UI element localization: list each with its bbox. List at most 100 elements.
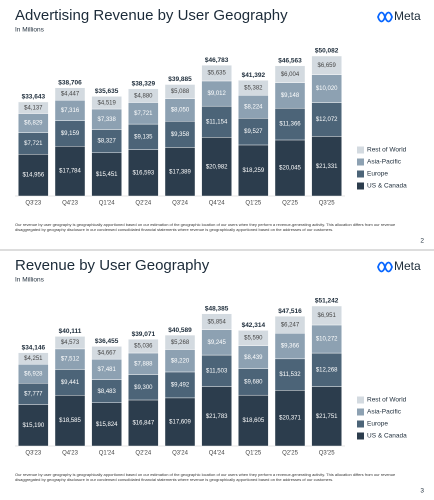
bar-segment bbox=[18, 101, 49, 114]
slide-subtitle: In Millions bbox=[15, 277, 45, 284]
value-label: $15,451 bbox=[96, 172, 118, 178]
bar-segment bbox=[128, 88, 159, 103]
value-label: $7,721 bbox=[134, 111, 153, 117]
value-label: $7,481 bbox=[97, 367, 116, 373]
bar-segment bbox=[91, 152, 122, 197]
legend-swatch bbox=[357, 170, 364, 178]
bar-segment bbox=[238, 394, 269, 447]
bar-segment bbox=[18, 153, 49, 197]
value-label: $10,272 bbox=[316, 337, 338, 343]
bar-segment bbox=[18, 352, 49, 365]
x-tick-label: Q2'25 bbox=[282, 201, 298, 207]
value-label: $6,004 bbox=[281, 72, 300, 78]
value-label: $5,088 bbox=[171, 89, 190, 95]
value-label: $16,847 bbox=[132, 421, 154, 427]
bar-segment bbox=[164, 84, 196, 99]
bar-segment bbox=[274, 315, 306, 334]
value-label: $5,268 bbox=[171, 340, 190, 346]
bar-segment bbox=[274, 139, 306, 197]
bar-segment bbox=[128, 374, 159, 401]
value-label: $14,956 bbox=[22, 173, 44, 179]
total-label: $46,783 bbox=[205, 57, 229, 64]
value-label: $7,338 bbox=[97, 117, 116, 123]
value-label: $11,154 bbox=[206, 119, 228, 125]
value-label: $17,389 bbox=[169, 169, 191, 175]
bar-segment bbox=[274, 358, 306, 391]
total-label: $47,516 bbox=[278, 308, 302, 315]
x-tick-label: Q3'24 bbox=[172, 201, 188, 207]
x-tick-label: Q2'25 bbox=[282, 451, 298, 457]
value-label: $8,050 bbox=[171, 108, 190, 114]
value-label: $18,585 bbox=[59, 418, 81, 424]
value-label: $12,072 bbox=[316, 117, 338, 123]
value-label: $20,371 bbox=[279, 416, 301, 422]
bar-segment bbox=[18, 404, 49, 447]
legend-label: Europe bbox=[367, 421, 388, 428]
total-label: $35,635 bbox=[95, 88, 119, 95]
value-label: $4,880 bbox=[134, 93, 153, 99]
bar-segment bbox=[274, 107, 306, 141]
bar-segment bbox=[164, 371, 196, 399]
legend-label: US & Canada bbox=[367, 433, 407, 440]
slide-title: Revenue by User Geography bbox=[15, 257, 210, 274]
x-tick-label: Q3'25 bbox=[319, 451, 335, 457]
legend-label: Europe bbox=[367, 171, 388, 178]
bar-segment bbox=[274, 333, 306, 360]
value-label: $6,247 bbox=[281, 322, 300, 328]
x-tick-label: Q3'23 bbox=[25, 451, 41, 457]
value-label: $9,148 bbox=[281, 93, 300, 99]
value-label: $4,667 bbox=[97, 350, 116, 356]
x-tick-label: Q1'25 bbox=[245, 201, 261, 207]
bar-segment bbox=[164, 121, 196, 148]
x-tick-label: Q1'25 bbox=[245, 451, 261, 457]
value-label: $7,888 bbox=[134, 361, 153, 367]
total-label: $41,392 bbox=[242, 72, 266, 79]
bar-segment bbox=[54, 120, 86, 147]
legend-swatch bbox=[357, 396, 364, 404]
x-tick-label: Q4'23 bbox=[62, 451, 78, 457]
value-label: $5,590 bbox=[244, 336, 263, 342]
bar-segment bbox=[54, 87, 86, 101]
value-label: $6,951 bbox=[317, 313, 336, 319]
value-label: $4,137 bbox=[24, 105, 43, 111]
total-label: $38,706 bbox=[58, 80, 82, 87]
value-label: $9,366 bbox=[281, 344, 300, 350]
legend-label: Asia-Pacific bbox=[367, 159, 402, 166]
value-label: $9,159 bbox=[61, 131, 80, 137]
bar-segment bbox=[311, 352, 342, 387]
legend-label: Rest of World bbox=[367, 147, 407, 154]
value-label: $5,382 bbox=[244, 85, 263, 91]
value-label: $7,316 bbox=[61, 108, 80, 114]
page-number: 2 bbox=[420, 238, 424, 245]
bar-segment bbox=[238, 144, 269, 197]
legend-label: Rest of World bbox=[367, 397, 407, 404]
bar-segment bbox=[91, 402, 122, 447]
value-label: $4,573 bbox=[61, 340, 80, 346]
bar-segment bbox=[201, 65, 232, 82]
legend-label: Asia-Pacific bbox=[367, 409, 402, 416]
bar-segment bbox=[201, 313, 232, 330]
bar-segment bbox=[201, 386, 232, 447]
x-tick-label: Q1'24 bbox=[99, 451, 115, 457]
x-tick-label: Q4'24 bbox=[209, 451, 225, 457]
bar-segment bbox=[128, 149, 159, 197]
total-label: $42,314 bbox=[242, 322, 266, 329]
value-label: $9,527 bbox=[244, 129, 263, 135]
value-label: $9,245 bbox=[207, 340, 226, 346]
total-label: $48,385 bbox=[205, 306, 229, 313]
bar-segment bbox=[164, 147, 196, 197]
value-label: $9,012 bbox=[207, 91, 226, 97]
total-label: $40,111 bbox=[59, 328, 82, 335]
x-tick-label: Q2'24 bbox=[135, 201, 151, 207]
x-tick-label: Q3'23 bbox=[25, 201, 41, 207]
value-label: $10,020 bbox=[316, 86, 338, 92]
value-label: $7,512 bbox=[61, 357, 80, 363]
value-label: $4,519 bbox=[97, 100, 116, 106]
page-number: 3 bbox=[420, 488, 424, 495]
total-label: $38,329 bbox=[132, 81, 156, 88]
bar-segment bbox=[274, 82, 306, 109]
x-tick-label: Q4'24 bbox=[209, 201, 225, 207]
value-label: $9,492 bbox=[171, 383, 190, 389]
logo-text: Meta bbox=[394, 259, 421, 273]
value-label: $4,447 bbox=[61, 92, 80, 98]
